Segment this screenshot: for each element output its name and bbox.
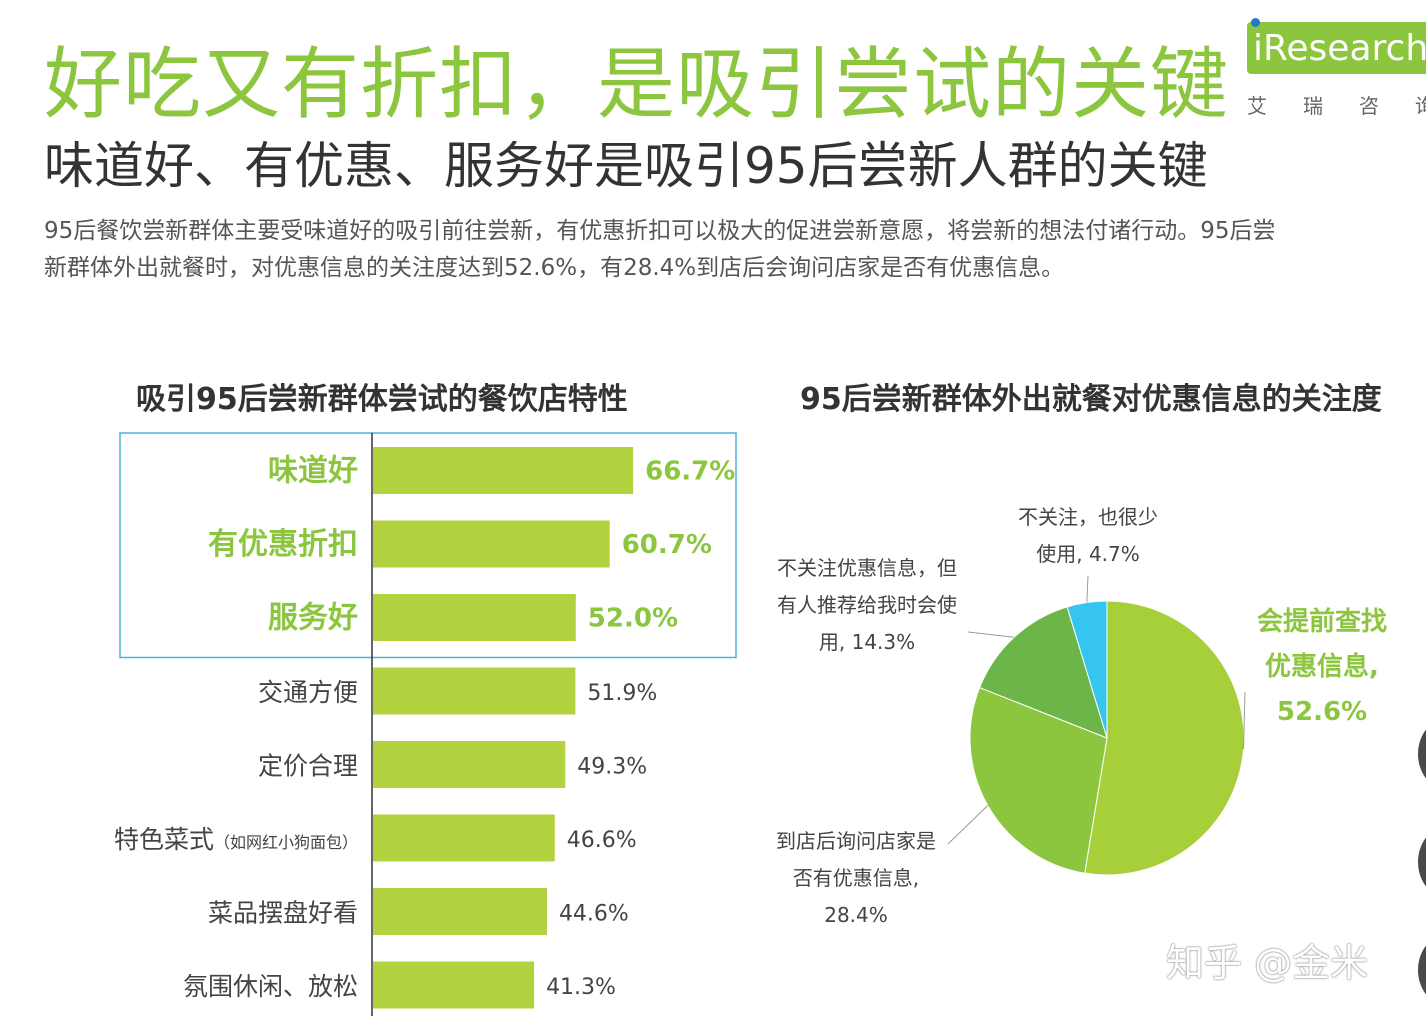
- bar-value-label: 41.3%: [546, 975, 616, 1000]
- bar-value-label: 44.6%: [559, 902, 629, 927]
- pie-slice-label: 否有优惠信息,: [793, 866, 919, 890]
- bar-category-label: 特色菜式（如网红小狗面包）: [114, 825, 358, 854]
- bar-value-label: 49.3%: [577, 755, 647, 780]
- pie-leader-line: [1243, 691, 1246, 750]
- bar: [373, 667, 576, 715]
- bar: [373, 814, 555, 862]
- pie-slice-label: 不关注优惠信息，但: [777, 556, 957, 580]
- bar-category-label: 氛围休闲、放松: [183, 972, 358, 1001]
- bar: [373, 741, 566, 788]
- logo-text: iResearch: [1253, 28, 1426, 69]
- page-subtitle: 味道好、有优惠、服务好是吸引95后尝新人群的关键: [44, 137, 1208, 195]
- page-title: 好吃又有折扣，是吸引尝试的关键: [44, 40, 1230, 130]
- pie-slice-label: 不关注，也很少: [1018, 505, 1158, 529]
- bar: [373, 961, 535, 1009]
- bar: [373, 594, 576, 641]
- bar-chart-title: 吸引95后尝新群体尝试的餐饮店特性: [136, 382, 628, 417]
- edge-decoration: [1418, 718, 1426, 790]
- bar-category-label: 味道好: [268, 454, 358, 489]
- pie-leader-line: [1086, 575, 1089, 603]
- bar-category-label: 定价合理: [258, 752, 358, 781]
- bar: [373, 520, 610, 568]
- bar-category-label: 有优惠折扣: [208, 527, 358, 562]
- bar: [373, 447, 634, 494]
- pie-chart-title: 95后尝新群体外出就餐对优惠信息的关注度: [800, 382, 1382, 417]
- pie-slice-label: 28.4%: [824, 903, 888, 927]
- bar-chart: 66.7% 味道好 60.7% 有优惠折扣 52.0% 服务好 51.9% 交通方便 49.3%…: [114, 432, 737, 1016]
- pie-slice-label: 到店后询问店家是: [776, 829, 936, 853]
- bar-value-label: 66.7%: [645, 457, 735, 487]
- highlight-box: [119, 432, 737, 659]
- watermark: 知乎 @金米: [1166, 941, 1369, 985]
- pie-slice: [969, 686, 1108, 874]
- bar-value-label: 51.9%: [587, 681, 657, 706]
- pie-slice-label: 有人推荐给我时会使: [777, 593, 957, 617]
- pie-slice-label: 用, 14.3%: [819, 630, 915, 654]
- pie-slice: [1084, 600, 1245, 876]
- pie-slice-label: 会提前查找: [1257, 606, 1387, 637]
- logo-dot: [1251, 18, 1260, 27]
- pie-slice-label: 52.6%: [1277, 697, 1367, 727]
- pie-slice: [1066, 600, 1108, 739]
- description-line: 95后餐饮尝新群体主要受味道好的吸引前往尝新，有优惠折扣可以极大的促进尝新意愿，…: [44, 218, 1276, 244]
- pie-leader-line: [947, 805, 989, 845]
- pie-slice-label: 优惠信息,: [1265, 651, 1379, 682]
- iresearch-logo: iResearch 艾瑞咨询: [1247, 18, 1426, 122]
- bar-value-label: 52.0%: [588, 604, 678, 634]
- bar-category-label: 交通方便: [258, 678, 358, 707]
- bar-category-label: 菜品摆盘好看: [208, 899, 358, 928]
- pie-slice: [978, 606, 1108, 739]
- bar-category-label: 服务好: [268, 601, 358, 636]
- logo-box: iResearch: [1247, 18, 1426, 74]
- pie-slice-label: 使用, 4.7%: [1036, 542, 1140, 566]
- description: 95后餐饮尝新群体主要受味道好的吸引前往尝新，有优惠折扣可以极大的促进尝新意愿，…: [44, 213, 1426, 287]
- pie-leader-line: [967, 631, 1015, 638]
- bar: [373, 888, 547, 935]
- edge-decoration: [1418, 934, 1426, 1006]
- bar-value-label: 46.6%: [567, 828, 637, 853]
- bar-value-label: 60.7%: [622, 530, 712, 560]
- logo-subtext: 艾瑞咨询: [1247, 94, 1426, 118]
- description-line: 新群体外出就餐时，对优惠信息的关注度达到52.6%，有28.4%到店后会询问店家…: [44, 255, 1065, 281]
- edge-decoration: [1418, 826, 1426, 898]
